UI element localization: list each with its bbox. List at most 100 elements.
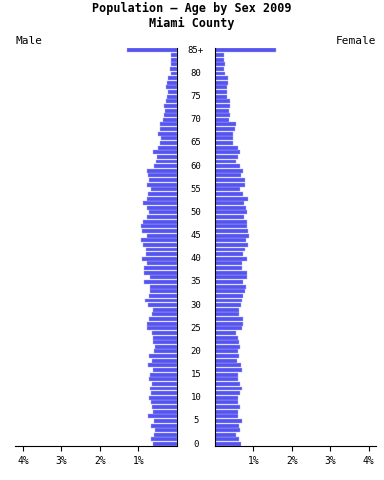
Bar: [155, 345, 177, 349]
Bar: [154, 419, 177, 423]
Bar: [215, 99, 230, 103]
Bar: [149, 354, 177, 358]
Bar: [215, 396, 238, 400]
Bar: [215, 238, 246, 242]
Bar: [215, 257, 247, 261]
Bar: [149, 317, 177, 321]
Bar: [215, 48, 276, 52]
Text: 70: 70: [190, 115, 201, 124]
Bar: [215, 192, 243, 196]
Bar: [156, 159, 177, 164]
Text: 85+: 85+: [188, 46, 204, 55]
Bar: [215, 229, 248, 233]
Bar: [147, 197, 177, 201]
Bar: [147, 363, 177, 367]
Bar: [215, 234, 249, 238]
Bar: [215, 372, 238, 377]
Bar: [215, 405, 240, 409]
Bar: [215, 280, 243, 284]
Bar: [215, 262, 242, 265]
Bar: [143, 201, 177, 205]
Bar: [151, 391, 177, 395]
Bar: [142, 257, 177, 261]
Bar: [149, 414, 177, 418]
Bar: [215, 336, 238, 339]
Bar: [171, 58, 177, 61]
Text: 5: 5: [193, 417, 199, 425]
Bar: [215, 312, 238, 316]
Bar: [155, 428, 177, 432]
Bar: [215, 187, 240, 191]
Text: 40: 40: [190, 254, 201, 264]
Bar: [151, 400, 177, 404]
Bar: [215, 340, 239, 344]
Bar: [215, 349, 238, 353]
Bar: [215, 206, 246, 210]
Bar: [147, 326, 177, 330]
Bar: [215, 391, 240, 395]
Bar: [215, 169, 243, 173]
Bar: [215, 104, 230, 108]
Bar: [215, 377, 238, 381]
Text: 0: 0: [193, 440, 199, 449]
Bar: [166, 99, 177, 103]
Bar: [149, 294, 177, 298]
Bar: [147, 234, 177, 238]
Bar: [215, 308, 239, 312]
Bar: [168, 90, 177, 94]
Bar: [215, 113, 230, 117]
Text: 75: 75: [190, 92, 201, 101]
Bar: [215, 122, 237, 126]
Bar: [152, 359, 177, 363]
Text: 80: 80: [190, 69, 201, 78]
Bar: [165, 108, 177, 112]
Bar: [151, 187, 177, 191]
Bar: [215, 423, 239, 428]
Text: 55: 55: [190, 185, 201, 194]
Bar: [152, 312, 177, 316]
Bar: [215, 437, 238, 442]
Text: Population — Age by Sex 2009: Population — Age by Sex 2009: [92, 2, 292, 15]
Bar: [154, 164, 177, 168]
Bar: [142, 243, 177, 247]
Bar: [148, 192, 177, 196]
Bar: [141, 224, 177, 228]
Bar: [147, 169, 177, 173]
Bar: [215, 354, 239, 358]
Bar: [148, 303, 177, 307]
Bar: [215, 215, 244, 219]
Bar: [215, 141, 233, 145]
Text: 15: 15: [190, 370, 201, 379]
Text: 65: 65: [190, 138, 201, 147]
Bar: [215, 58, 223, 61]
Bar: [157, 155, 177, 159]
Bar: [152, 405, 177, 409]
Text: 25: 25: [190, 324, 201, 333]
Bar: [215, 331, 236, 335]
Bar: [166, 85, 177, 89]
Bar: [146, 252, 177, 256]
Bar: [215, 127, 235, 131]
Bar: [147, 215, 177, 219]
Bar: [150, 386, 177, 390]
Bar: [141, 238, 177, 242]
Bar: [147, 262, 177, 265]
Bar: [215, 164, 240, 168]
Bar: [150, 289, 177, 293]
Bar: [154, 150, 177, 154]
Bar: [215, 108, 229, 112]
Bar: [215, 414, 238, 418]
Bar: [168, 76, 177, 80]
Bar: [127, 48, 177, 52]
Bar: [215, 363, 242, 367]
Bar: [215, 276, 247, 279]
Bar: [158, 145, 177, 150]
Bar: [149, 377, 177, 381]
Bar: [215, 220, 247, 224]
Bar: [215, 201, 244, 205]
Bar: [152, 382, 177, 386]
Text: Miami County: Miami County: [149, 17, 235, 30]
Bar: [151, 285, 177, 288]
Bar: [215, 132, 233, 136]
Bar: [215, 95, 227, 98]
